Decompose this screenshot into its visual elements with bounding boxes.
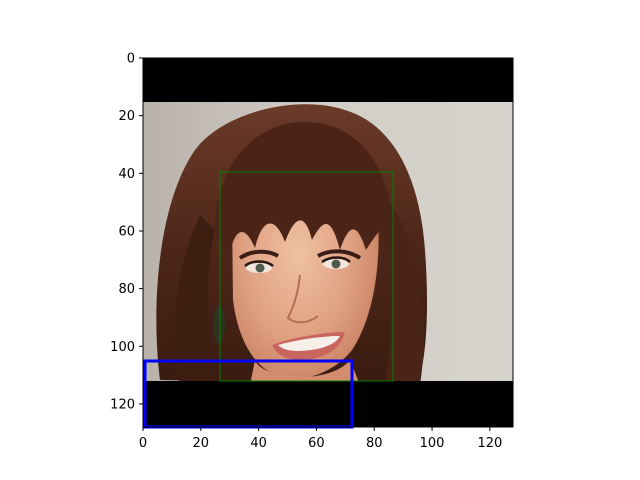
hair-right: [378, 205, 424, 385]
neck: [250, 360, 360, 385]
hair-bangs: [215, 121, 392, 261]
x-tick-label: 100: [420, 436, 445, 451]
y-tick-label: 100: [110, 340, 135, 355]
photo: [143, 58, 513, 427]
eyebrow-left: [238, 249, 280, 260]
x-tick-label: 120: [477, 436, 502, 451]
x-tick-label: 0: [139, 436, 147, 451]
x-tick-label: 80: [366, 436, 383, 451]
y-tick-label: 60: [118, 224, 135, 239]
iris-right: [331, 259, 341, 269]
x-tick-label: 20: [193, 436, 210, 451]
y-axis: 0 20 40 60 80 100 120: [110, 52, 143, 412]
x-tick-label: 60: [308, 436, 325, 451]
x-tick-label: 40: [250, 436, 267, 451]
face-bounding-box: [219, 171, 394, 382]
nose: [286, 274, 319, 324]
y-tick-label: 20: [118, 109, 135, 124]
letterbox-top: [143, 58, 513, 102]
teeth: [278, 336, 340, 351]
earring: [213, 305, 225, 345]
x-axis: 0 20 40 60 80 100 120: [139, 427, 502, 451]
y-tick-label: 0: [127, 52, 135, 67]
hair-left: [175, 215, 215, 385]
letterbox-bottom: [143, 381, 513, 427]
eyebrow-right: [316, 249, 362, 260]
y-tick-label: 120: [110, 397, 135, 412]
iris-left: [255, 263, 265, 273]
axes-frame: [142, 57, 514, 428]
y-tick-label: 80: [118, 282, 135, 297]
y-tick-label: 40: [118, 167, 135, 182]
